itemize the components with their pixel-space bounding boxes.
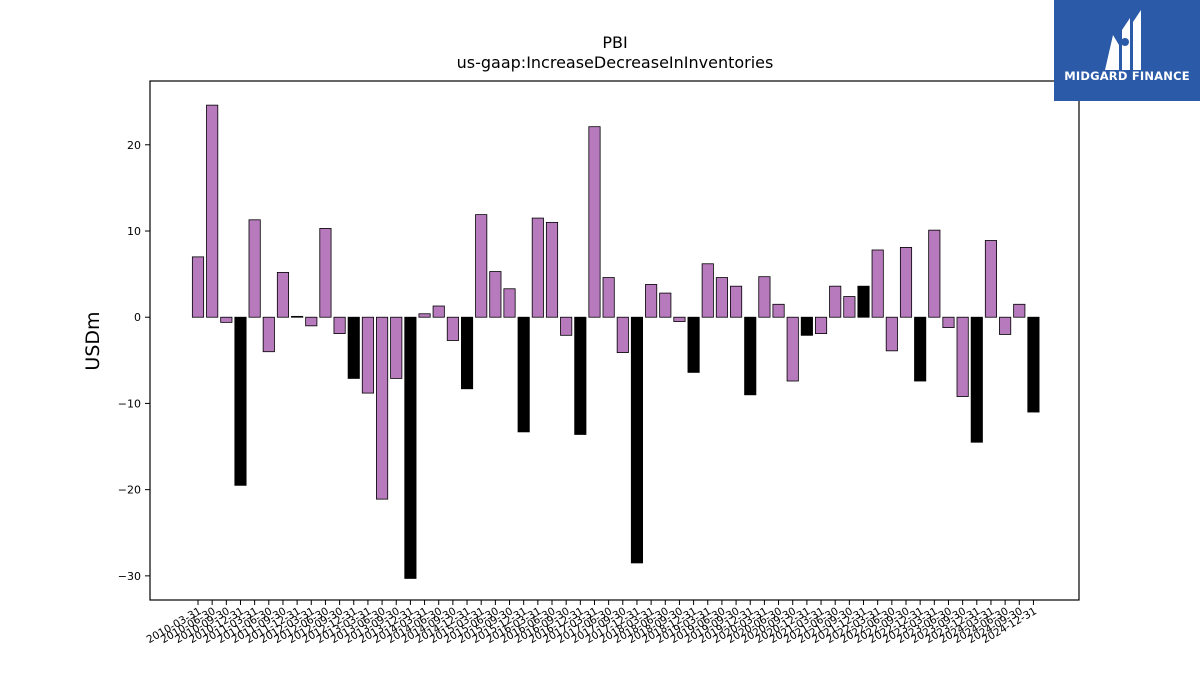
bar (715, 277, 728, 318)
bar (602, 277, 615, 318)
bar (1027, 316, 1040, 413)
bar (1013, 303, 1026, 318)
bar (432, 305, 445, 318)
bar (545, 221, 559, 318)
bar (220, 316, 233, 323)
bar (956, 316, 969, 397)
bar (999, 316, 1012, 335)
bar (914, 316, 927, 382)
bar (361, 316, 374, 394)
bar (616, 316, 629, 353)
y-axis-label: USDm (82, 311, 104, 370)
bar (234, 316, 247, 486)
bar (489, 271, 502, 318)
brand-mark-icon (1105, 10, 1141, 70)
bar (730, 285, 743, 318)
bar (772, 303, 785, 318)
chart-subtitle: us-gaap:IncreaseDecreaseInInventories (457, 53, 774, 72)
bar (942, 316, 955, 328)
bar (475, 214, 488, 318)
bar (305, 316, 318, 327)
bar (446, 316, 459, 341)
bar (984, 240, 998, 318)
bar (531, 217, 544, 318)
bar (744, 316, 757, 396)
bar (645, 284, 658, 318)
bar (390, 316, 403, 379)
x-axis-ticks: 2010-03-312010-06-302010-09-302010-12-31… (145, 600, 1039, 646)
bar (814, 316, 828, 335)
bar (659, 292, 672, 318)
bar (262, 316, 275, 353)
bar (333, 316, 346, 335)
bar (928, 229, 941, 318)
chart-title: PBI (602, 33, 627, 52)
bar-series (191, 104, 1040, 579)
bar (376, 316, 389, 500)
bar (857, 285, 870, 318)
bar (871, 249, 884, 318)
bar (517, 316, 530, 433)
bar (687, 316, 700, 373)
bar (248, 219, 261, 318)
bar (460, 316, 474, 390)
bar (347, 316, 360, 379)
bar (206, 104, 219, 318)
plot-frame (149, 80, 1080, 601)
bar (800, 316, 813, 336)
y-tick-label: −30 (118, 570, 141, 583)
bar (885, 316, 898, 352)
bar (786, 316, 799, 382)
bar (758, 276, 771, 318)
bar (899, 246, 913, 318)
bar (588, 126, 601, 318)
bar (843, 296, 856, 318)
bar (630, 316, 644, 564)
bar (829, 285, 842, 318)
bar (701, 263, 714, 318)
bar (319, 228, 332, 318)
bar (970, 316, 983, 443)
bar (291, 315, 304, 318)
bar (574, 316, 587, 435)
y-tick-label: −10 (118, 397, 141, 410)
bar (191, 256, 205, 318)
y-tick-label: 10 (127, 225, 141, 238)
midgard-finance-logo: MIDGARD FINANCE (1054, 0, 1200, 101)
bar (418, 313, 431, 318)
bar (276, 271, 290, 318)
y-tick-label: −20 (118, 484, 141, 497)
y-tick-label: 20 (127, 139, 141, 152)
bar (673, 316, 686, 322)
bar (560, 316, 573, 336)
bar (404, 316, 417, 579)
y-axis-ticks: −30 −20 −10 0 10 20 (118, 139, 150, 583)
bar (503, 288, 516, 318)
brand-name: MIDGARD FINANCE (1064, 69, 1190, 83)
y-tick-label: 0 (134, 311, 141, 324)
